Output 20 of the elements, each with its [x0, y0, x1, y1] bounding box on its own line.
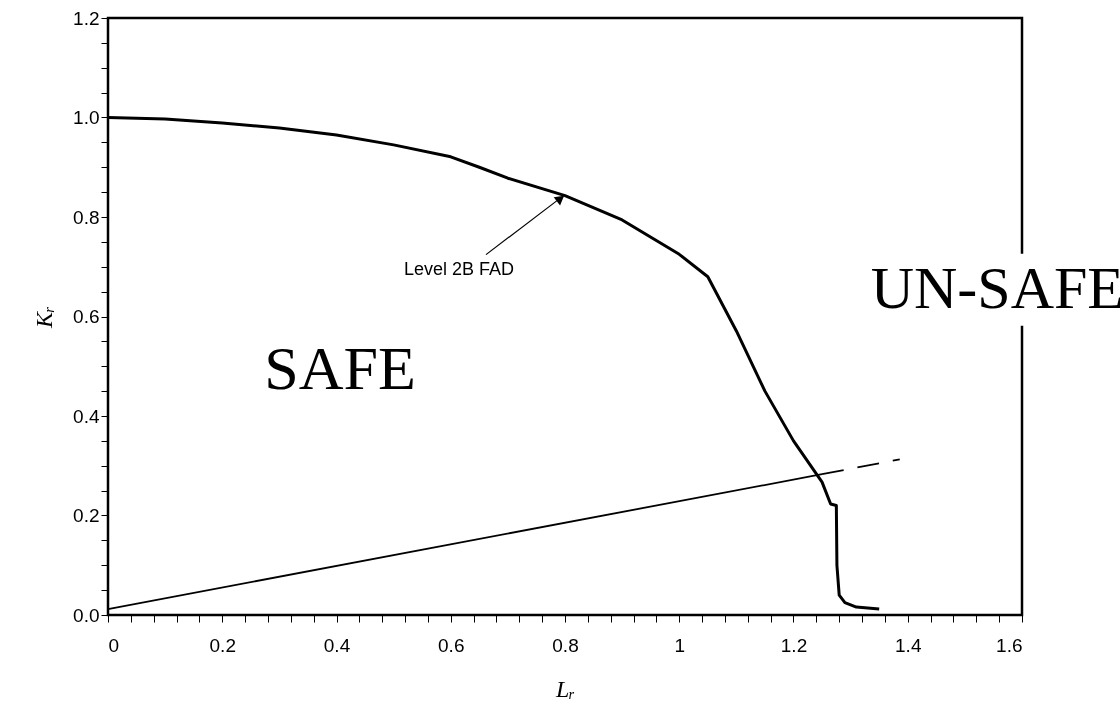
x-tick-label: 0 — [108, 634, 120, 656]
annotation: SAFE — [264, 334, 416, 403]
annotation: Level 2B FAD — [403, 258, 515, 279]
x-tick-label: 1.2 — [780, 634, 808, 656]
x-tick-label: 0.6 — [438, 634, 465, 656]
y-tick-label: 1.2 — [73, 7, 100, 29]
x-tick-label: 1.6 — [996, 634, 1023, 656]
x-tick-label: 1 — [674, 634, 686, 656]
y-tick-label: 0.8 — [73, 206, 100, 228]
y-axis-title: Kᵣ — [31, 306, 58, 329]
y-tick-label: 0.0 — [73, 604, 100, 626]
y-tick-label: 0.4 — [73, 405, 100, 427]
y-tick-label: 0.2 — [73, 505, 100, 526]
x-tick-label: 1.4 — [895, 634, 922, 656]
x-axis-title: Lᵣ — [554, 675, 576, 702]
y-tick-label: 1.0 — [73, 107, 100, 128]
y-tick-label: 0.6 — [73, 306, 100, 327]
x-tick-label: 0.2 — [209, 634, 236, 656]
x-tick-label: 0.4 — [323, 634, 351, 656]
x-tick-label: 0.8 — [552, 634, 579, 656]
